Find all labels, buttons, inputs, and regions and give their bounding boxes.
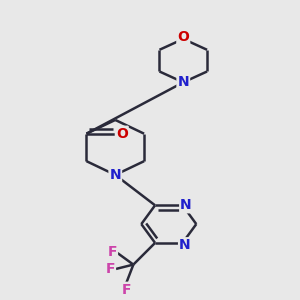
Text: N: N: [178, 75, 189, 89]
Text: O: O: [177, 31, 189, 44]
Text: F: F: [107, 244, 117, 259]
Text: N: N: [180, 198, 192, 212]
Text: O: O: [116, 127, 128, 141]
Text: F: F: [122, 283, 131, 297]
Text: F: F: [106, 262, 115, 276]
Text: N: N: [179, 238, 191, 252]
Text: N: N: [110, 168, 121, 182]
